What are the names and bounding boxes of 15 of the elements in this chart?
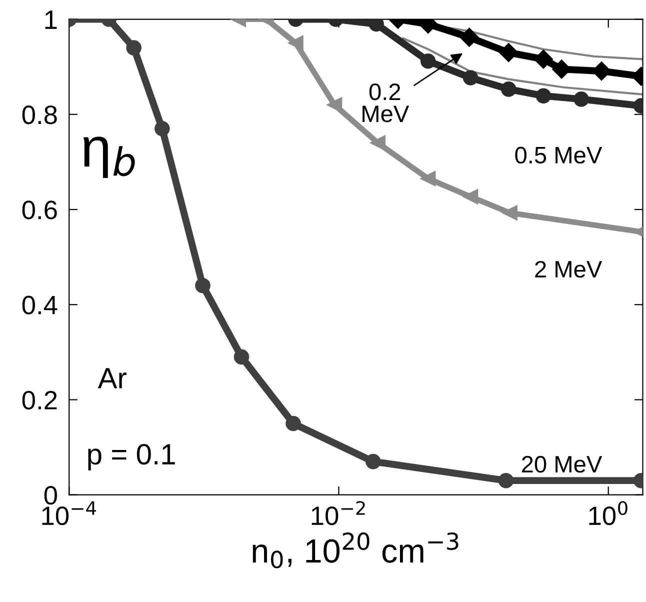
y-tick-label: 0.2 xyxy=(22,390,57,410)
y-tick-label: 0.4 xyxy=(22,296,58,314)
y-tick-label: 0.8 xyxy=(22,106,57,124)
x-tick-label: 10$^{−2}$ xyxy=(312,501,365,526)
series-label: 20 MeV xyxy=(522,456,602,473)
y-tick-label: 1 xyxy=(45,10,57,29)
x-tick-label: 10$^{0}$ xyxy=(589,501,628,526)
y-axis-title: η$_{b}$ xyxy=(83,136,135,178)
y-tick-label: 0.6 xyxy=(22,200,57,220)
annotation: p = 0.1 xyxy=(88,444,175,470)
x-axis-title: n$_{0}$, 10$^{20}$ cm$^{−3}$ xyxy=(252,532,458,568)
series-label: 2 MeV xyxy=(535,260,602,278)
series-label: 0.5 MeV xyxy=(515,146,602,164)
text: 0.2 MeV xyxy=(362,83,410,122)
annotation: Ar xyxy=(98,368,126,388)
